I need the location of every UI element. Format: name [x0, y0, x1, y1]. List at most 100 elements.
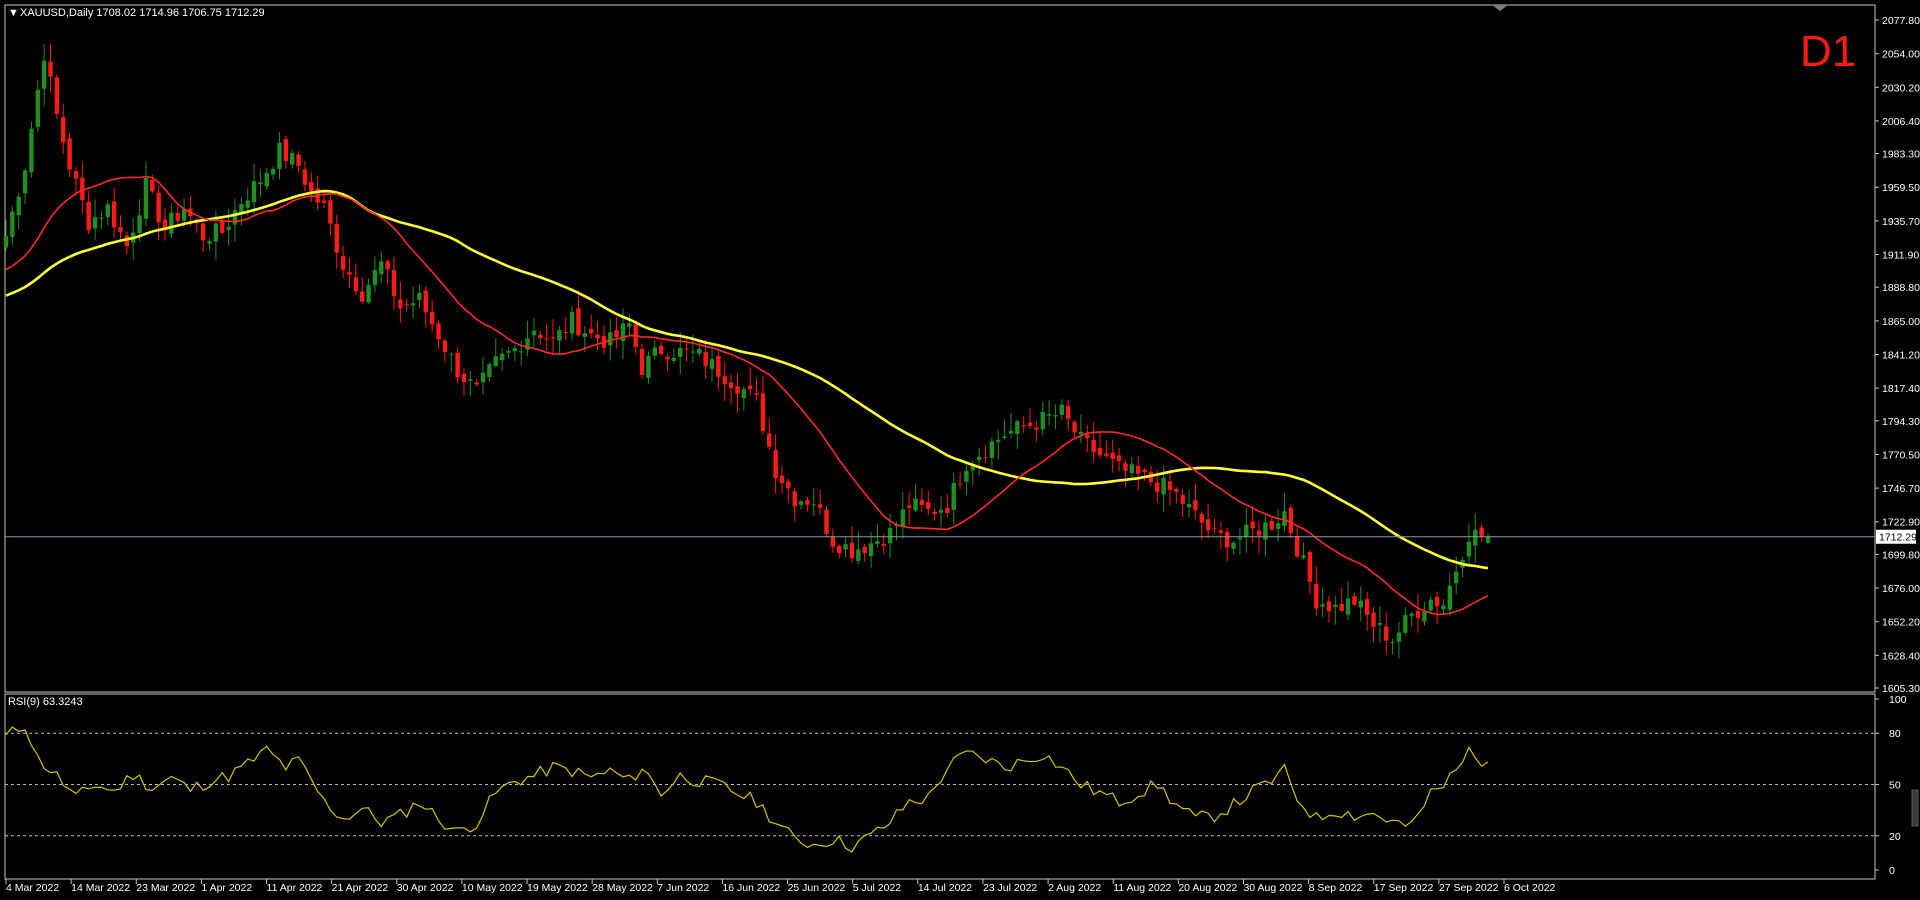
candle-body — [1078, 431, 1084, 435]
candle-body — [1135, 465, 1141, 474]
candle-body — [92, 217, 98, 229]
candle-body — [506, 351, 511, 353]
candle-body — [588, 328, 594, 334]
candle-body — [926, 501, 931, 509]
price-tick-label: 1935.70 — [1882, 216, 1920, 228]
candle-body — [169, 212, 174, 234]
symbol-header: XAUUSD,Daily 1708.02 1714.96 1706.75 171… — [20, 7, 265, 19]
candle-body — [1040, 411, 1045, 430]
header-arrow-icon[interactable]: ▼ — [8, 7, 19, 19]
price-tick-label: 1959.50 — [1882, 182, 1920, 194]
candle-body — [856, 549, 861, 562]
candle-body — [22, 170, 28, 194]
candle-body — [1428, 599, 1433, 611]
candle-body — [811, 504, 816, 506]
candle-body — [684, 348, 689, 350]
candle-body — [779, 475, 785, 484]
candle-body — [118, 227, 123, 232]
candle-body — [868, 543, 874, 557]
candle-body — [1237, 537, 1243, 540]
price-tick-label: 1865.00 — [1882, 316, 1920, 328]
candle-body — [690, 351, 696, 353]
candle-body — [1002, 436, 1007, 438]
candle-body — [474, 382, 479, 385]
date-tick-label: 11 Apr 2022 — [267, 882, 323, 894]
candle-body — [1046, 414, 1052, 416]
current-price-box — [1876, 529, 1916, 544]
candle-body — [658, 345, 664, 354]
candle-body — [1205, 519, 1211, 531]
candle-body — [220, 220, 225, 233]
candle-body — [1275, 523, 1281, 529]
candle-body — [1320, 604, 1325, 607]
candle-body — [124, 235, 130, 247]
candle-body — [652, 347, 657, 356]
candle-body — [359, 291, 365, 302]
candle-body — [1466, 541, 1472, 557]
candle-body — [576, 308, 581, 336]
candle-body — [760, 393, 766, 432]
candle-body — [1485, 536, 1491, 543]
date-tick-label: 4 Mar 2022 — [6, 882, 59, 894]
candle-body — [1479, 527, 1484, 537]
candle-body — [290, 153, 295, 165]
candle-body — [449, 353, 454, 355]
date-tick-label: 1 Apr 2022 — [201, 882, 252, 894]
candle-body — [716, 355, 721, 377]
price-tick-label: 2006.40 — [1882, 116, 1920, 128]
candle-body — [703, 352, 708, 367]
price-tick-label: 1888.80 — [1882, 282, 1920, 294]
candle-body — [366, 284, 371, 303]
candle-body — [1358, 600, 1363, 608]
candle-body — [887, 527, 893, 544]
rsi-scale-grip[interactable] — [1911, 789, 1919, 827]
main-chart-panel[interactable] — [4, 4, 1876, 693]
candle-body — [1021, 425, 1026, 427]
candle-body — [843, 544, 848, 550]
price-tick-label: 1628.40 — [1882, 650, 1920, 662]
candle-body — [277, 142, 282, 169]
candle-body — [239, 204, 244, 215]
price-tick-label: 2054.00 — [1882, 49, 1920, 61]
candle-body — [41, 60, 47, 89]
candle-body — [1212, 527, 1217, 529]
candle-body — [1453, 571, 1459, 584]
candles — [3, 44, 1491, 659]
candle-body — [951, 482, 956, 510]
date-axis: 4 Mar 2022 14 Mar 2022 23 Mar 2022 1 Apr 20… — [5, 879, 1556, 894]
candle-body — [1256, 530, 1262, 536]
candle-body — [913, 498, 918, 511]
candle-body — [1027, 422, 1033, 427]
candle-body — [61, 117, 66, 143]
candle-body — [29, 128, 34, 173]
candle-body — [678, 347, 683, 357]
price-tick-label: 1676.00 — [1882, 583, 1920, 595]
candle-body — [251, 181, 257, 203]
candle-body — [1282, 511, 1287, 526]
candle-body — [1110, 452, 1115, 459]
candle-body — [54, 77, 60, 115]
candle-body — [398, 299, 403, 308]
rsi-panel[interactable] — [4, 693, 1876, 880]
candle-body — [1396, 632, 1402, 642]
candle-body — [379, 261, 384, 275]
candle-body — [741, 389, 747, 399]
candle-body — [258, 182, 263, 185]
price-tick-label: 1983.30 — [1882, 149, 1920, 161]
chart-shift-marker-icon[interactable] — [1492, 5, 1508, 11]
date-tick-label: 5 Jul 2022 — [853, 882, 902, 894]
candle-body — [1434, 596, 1440, 607]
candle-body — [525, 338, 530, 350]
candle-body — [900, 509, 906, 527]
date-tick-label: 16 Jun 2022 — [722, 882, 780, 894]
rsi-tick-label: 50 — [1889, 780, 1901, 792]
candle-body — [767, 433, 772, 447]
candle-body — [805, 500, 810, 505]
candle-body — [283, 139, 289, 162]
price-tick-label: 1699.80 — [1882, 549, 1920, 561]
candle-body — [156, 192, 161, 223]
candle-body — [385, 260, 390, 270]
candle-body — [773, 450, 778, 479]
candle-body — [213, 223, 219, 242]
candle-body — [1231, 542, 1236, 549]
